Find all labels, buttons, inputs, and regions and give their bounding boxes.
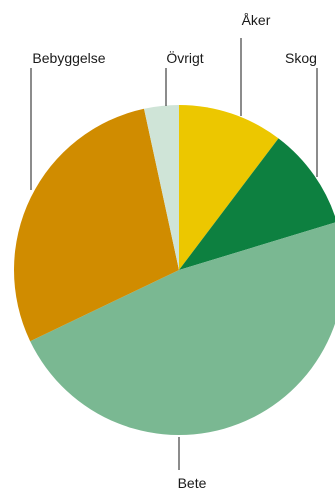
slice-label-bebyggelse: Bebyggelse: [32, 50, 105, 66]
pie-slice-ovrigt: [144, 105, 179, 270]
pie-slice-bete: [30, 222, 335, 435]
pie-slice-skog: [179, 138, 335, 270]
slice-label-bete: Bete: [178, 475, 207, 490]
slice-label-aker: Åker: [242, 12, 271, 28]
pie-slice-bebyggelse: [14, 108, 180, 342]
pie-slices: [14, 104, 335, 435]
slice-label-ovrigt: Övrigt: [166, 49, 203, 66]
slice-label-skog: Skog: [285, 50, 317, 66]
pie-slice-aker: [179, 104, 279, 270]
